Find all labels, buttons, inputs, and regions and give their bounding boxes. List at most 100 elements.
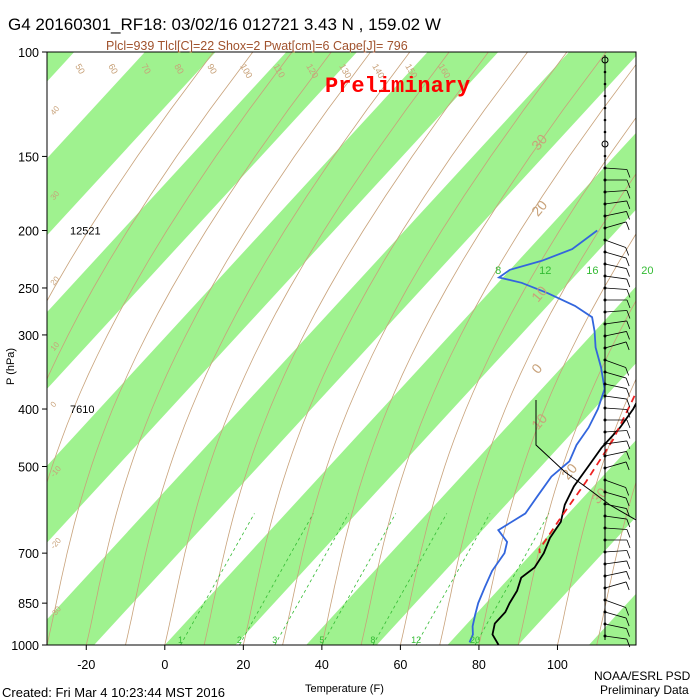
wind-barb-flag <box>626 440 631 450</box>
wind-barb-flag <box>626 169 631 178</box>
mixing-ratio-lines <box>180 513 550 645</box>
wind-barb-flag <box>626 508 630 517</box>
theta-label: 70 <box>139 62 153 76</box>
wind-barb <box>604 503 627 509</box>
wind-barb <box>604 623 627 629</box>
wind-barb <box>604 211 627 217</box>
wind-barb <box>604 461 627 469</box>
isotherm-band <box>47 52 357 389</box>
dry-adiabat-line <box>47 52 214 302</box>
dry-adiabat-line <box>203 52 489 645</box>
mixing-ratio-label: 2 <box>237 635 242 645</box>
x-tick-label: 0 <box>161 658 168 672</box>
wind-barb-flag <box>626 409 631 418</box>
profile-line-0 <box>491 401 636 645</box>
wind-barb-flag <box>626 571 630 580</box>
x-axis-label: Temperature (F) <box>305 683 384 695</box>
dry-adiabat-line <box>47 52 332 645</box>
dry-adiabat-line <box>47 52 254 381</box>
wind-barb <box>604 479 626 488</box>
wind-barb <box>604 239 626 248</box>
wind-barb <box>604 263 627 269</box>
y-tick-label: 850 <box>18 597 39 611</box>
wind-barb-flag <box>626 299 631 309</box>
credit-line-2: Preliminary Data <box>600 683 689 697</box>
isotherm-band <box>47 52 216 236</box>
mixing-ratio-label: 8 <box>370 635 375 645</box>
dry-adiabat-line <box>282 52 568 645</box>
wind-barb-panel <box>535 55 637 648</box>
wind-barb <box>604 581 627 589</box>
y-tick-label: 500 <box>18 460 39 474</box>
theta-label: 50 <box>73 62 87 76</box>
wind-barb <box>604 395 627 400</box>
dry-adiabat-line <box>557 378 636 645</box>
dry-adiabat-line <box>321 52 607 645</box>
dry-adiabats <box>47 52 636 645</box>
wind-panel-outline <box>535 400 637 645</box>
wind-barb-flag <box>626 179 631 189</box>
mixing-ratio-line <box>239 513 314 645</box>
x-tick-label: 100 <box>547 658 568 672</box>
wind-point <box>603 106 607 110</box>
wind-barb-flag <box>626 200 631 210</box>
wind-barb-flag <box>626 430 631 439</box>
left-edge-label: 20 <box>49 274 62 287</box>
dry-adiabat-line <box>439 173 636 645</box>
isotherm-band <box>47 52 75 82</box>
mixing-ratio-line <box>274 513 350 645</box>
dry-adiabat-line <box>85 52 371 645</box>
mixing-ratio-label: 20 <box>641 265 653 277</box>
isotherm-band <box>47 52 636 645</box>
wind-barb <box>604 200 627 205</box>
mixing-ratio-label: 1 <box>178 635 183 645</box>
wind-barb <box>604 527 627 530</box>
wind-barb-flag <box>625 221 630 231</box>
wind-point <box>603 82 607 86</box>
wind-barb <box>604 440 627 445</box>
wind-barb <box>604 571 627 577</box>
height-annotation: 12521 <box>70 226 101 238</box>
wind-barb <box>604 190 627 193</box>
plot-area <box>47 52 636 645</box>
wind-barb-flag <box>626 529 631 538</box>
wind-barb-flag <box>625 607 630 616</box>
wind-point <box>603 130 607 134</box>
wind-barb <box>604 275 627 280</box>
wind-calm-circle <box>601 140 609 148</box>
wind-barb-flag <box>626 278 631 288</box>
dry-adiabat-line <box>360 63 636 645</box>
isotherm-label: 0 <box>528 360 545 376</box>
wind-barb-flag <box>626 628 630 637</box>
x-tick-label: 80 <box>472 658 486 672</box>
wind-barb-flag <box>626 211 630 220</box>
wind-barb-flag <box>626 320 631 330</box>
mixing-ratio-line <box>321 513 397 645</box>
wind-barb-flag <box>626 560 631 570</box>
wind-barb-flag <box>625 581 630 591</box>
mixing-ratio-line <box>372 513 448 645</box>
wind-barb-flag <box>626 388 630 397</box>
wind-barb-flag <box>626 268 630 277</box>
wind-barb-flag <box>626 331 630 340</box>
wind-barb-flag <box>626 398 631 408</box>
wind-barb <box>604 310 627 313</box>
profile-series <box>468 229 636 645</box>
theta-label: 90 <box>205 62 219 76</box>
y-tick-label: 200 <box>18 225 39 239</box>
wind-barb-flag <box>625 497 630 507</box>
wind-barb <box>604 341 627 349</box>
dry-adiabat-line <box>400 116 636 645</box>
wind-barb <box>604 599 626 608</box>
stability-indices: Plcl=939 Tlcl[C]=22 Shox=2 Pwat[cm]=6 Ca… <box>106 39 408 53</box>
wind-point <box>603 94 607 98</box>
wind-barb-flag <box>626 451 630 460</box>
wind-barb <box>604 320 627 325</box>
wind-barb-flag <box>626 419 631 429</box>
dry-adiabat-line <box>125 52 411 645</box>
y-tick-label: 300 <box>18 329 39 343</box>
dry-adiabat-line <box>164 52 450 645</box>
wind-barb <box>604 635 627 640</box>
y-tick-label: 1000 <box>11 639 39 653</box>
